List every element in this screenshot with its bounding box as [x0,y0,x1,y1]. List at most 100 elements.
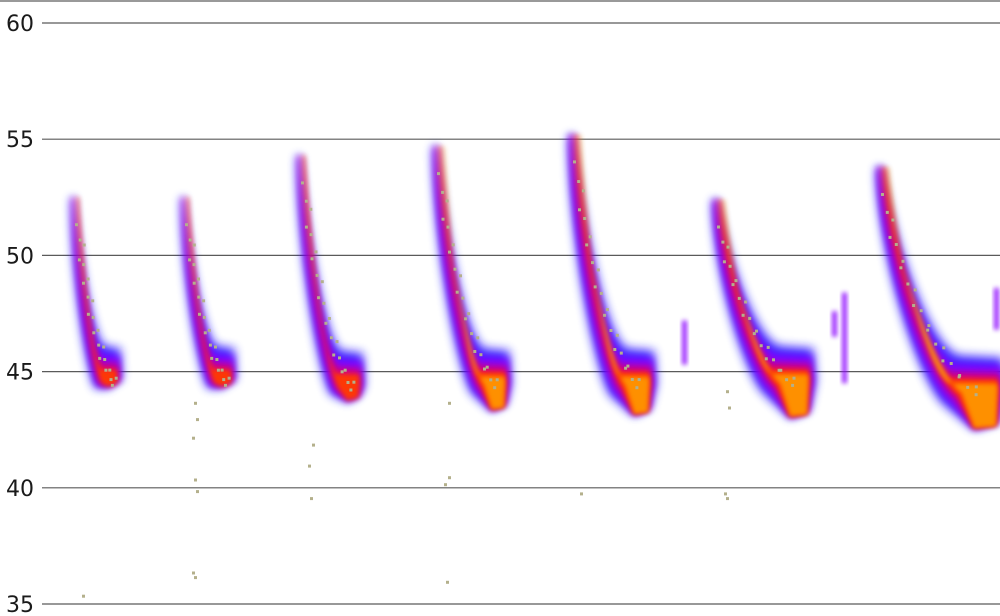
sweep-6 [712,199,816,419]
peak-marker [110,383,114,387]
peak-marker [224,383,227,387]
peak-marker [86,277,90,281]
peak-marker [216,368,220,372]
peak-marker [912,304,916,307]
peak-marker [92,331,96,335]
peak-marker [919,309,923,313]
peak-marker [957,375,961,379]
peak-marker [207,328,211,332]
peak-marker [222,378,226,382]
peak-marker [214,345,217,349]
peak-marker [737,296,741,300]
peak-marker [220,368,224,372]
peak-marker [304,225,308,229]
peak-marker [104,368,108,372]
stray-point [444,483,447,487]
stray-point [446,580,449,584]
peak-marker [588,235,592,239]
peak-marker [455,290,459,294]
peak-marker [731,283,735,287]
peak-marker [320,280,324,284]
peak-marker [114,376,118,380]
peak-marker [949,362,953,365]
peak-marker [98,356,102,360]
peak-marker [881,193,884,196]
peak-marker [310,257,314,261]
peak-marker [585,243,589,247]
peak-marker [459,274,462,278]
y-tick-label: 60 [6,12,34,37]
y-tick-label: 40 [6,477,34,502]
sweep-peak [579,134,650,414]
sweep-band-mid [184,197,233,387]
peak-marker [759,344,763,348]
stray-point [192,436,195,440]
sweep-fragment [682,320,687,365]
stray-point [308,464,311,468]
peak-marker [202,299,206,303]
sweep-fragment [832,311,837,337]
sweep-band [712,199,815,418]
peak-marker [613,348,617,351]
peak-marker [82,281,85,285]
peak-marker [453,267,457,271]
peak-marker [75,223,78,227]
peak-marker [894,243,898,246]
peak-marker [309,207,313,211]
peak-marker [338,356,341,360]
peak-marker [332,353,336,357]
peak-marker [327,317,331,320]
stray-point [310,497,313,501]
peak-marker [315,273,319,277]
peak-marker [942,346,946,350]
peak-marker [489,378,493,382]
peak-marker [335,340,339,344]
peak-marker [483,367,486,371]
peak-marker [974,385,978,389]
peak-marker [188,238,192,242]
sweep-core [77,197,118,387]
peak-marker [448,250,451,254]
peak-marker [748,316,752,320]
stray-point [728,406,731,410]
peak-marker [744,300,748,304]
peak-marker [352,380,356,384]
peak-marker [591,261,594,265]
peak-marker [885,210,889,214]
peak-marker [637,378,641,382]
peak-marker [603,313,607,317]
sweep-core [303,155,360,401]
peak-marker [103,358,107,361]
peak-marker [446,225,450,229]
sweep-core [187,197,232,387]
peak-marker [764,357,768,361]
stray-point [448,476,451,480]
peak-marker [772,358,775,362]
sweep-halo [71,197,122,389]
peak-marker [755,329,758,333]
peak-marker [581,189,585,193]
y-tick-label: 45 [6,361,34,386]
peak-marker [573,160,576,164]
peak-marker [473,350,477,353]
sweep-band-mid [74,197,119,387]
peak-marker [752,332,756,336]
peak-marker [901,259,905,263]
sweep-series [71,134,1000,430]
peak-marker [451,243,455,247]
peak-marker [934,342,938,346]
peak-marker [467,312,471,316]
peak-marker [583,217,587,220]
peak-marker [108,368,112,372]
sweep-4 [432,146,512,412]
peak-marker [721,240,725,244]
peak-marker [329,336,333,340]
y-tick-label: 55 [6,128,34,153]
peak-marker [493,386,497,390]
peak-marker [913,288,917,292]
sweep-1 [71,197,122,389]
stray-point [580,492,583,496]
y-axis-labels: 60 55 50 45 40 35 [6,12,34,616]
peak-marker [346,381,350,384]
